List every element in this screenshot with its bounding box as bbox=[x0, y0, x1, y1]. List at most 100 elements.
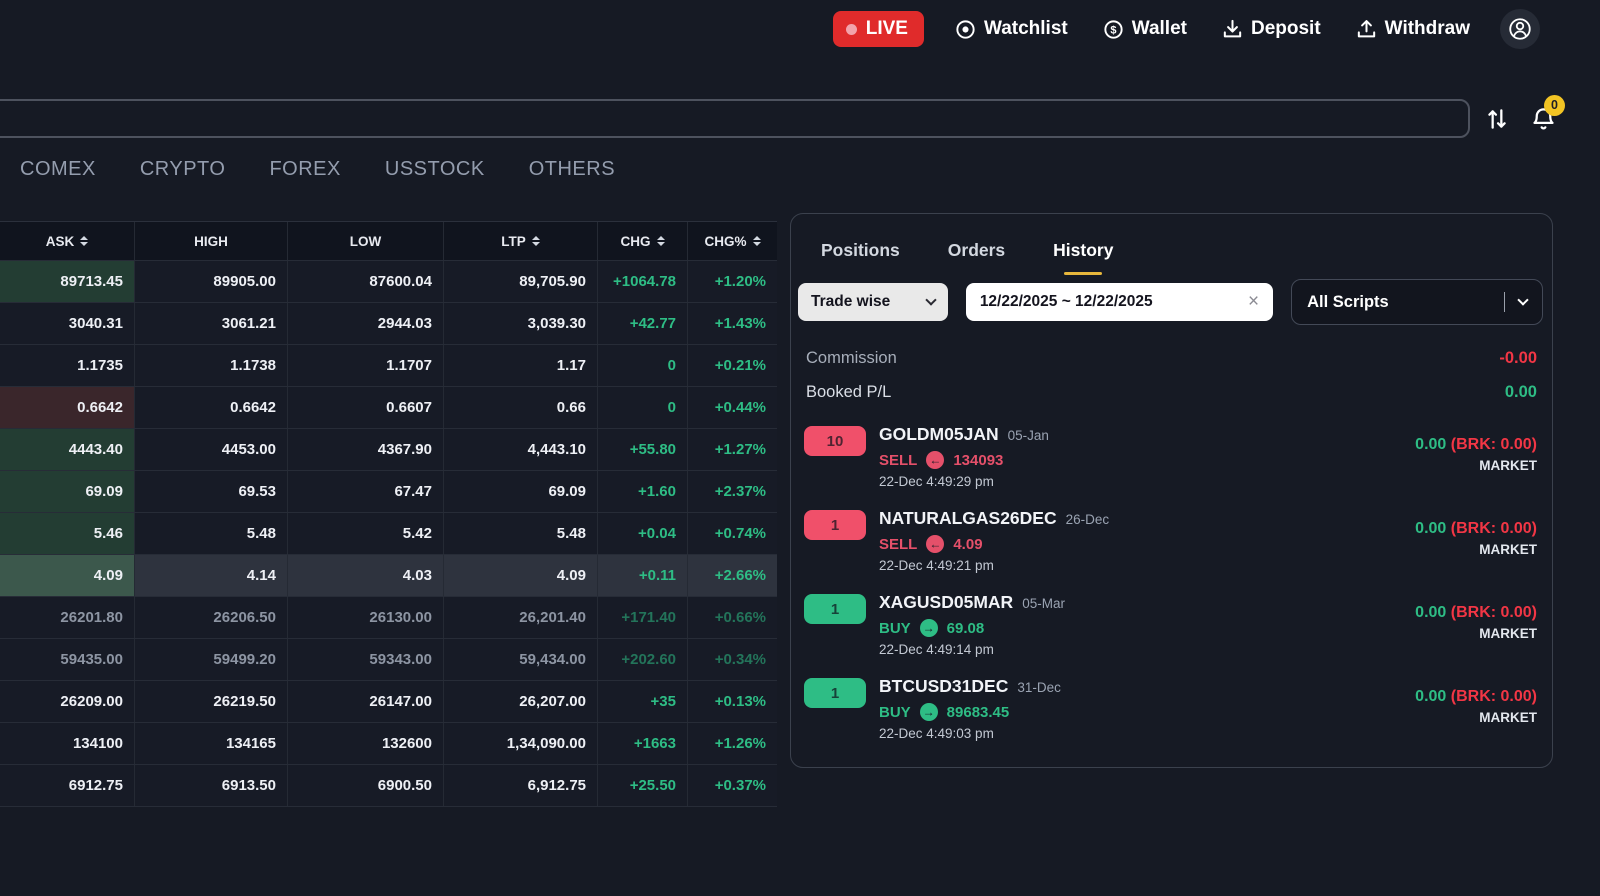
nav-label: Watchlist bbox=[983, 18, 1068, 39]
trade-pl-value: 0.00 bbox=[1415, 688, 1447, 705]
all-scripts-select[interactable]: All Scripts bbox=[1291, 279, 1543, 325]
trade-info: GOLDM05JAN 05-Jan SELL ← 134093 22-Dec 4:49:2… bbox=[879, 424, 1049, 489]
table-row[interactable]: 0.6642 0.6642 0.6607 0.66 0 +0.44% bbox=[0, 387, 777, 429]
trade-pl-value: 0.00 bbox=[1415, 520, 1447, 537]
cell-chg: +55.80 bbox=[598, 429, 688, 470]
date-range-input[interactable]: 12/22/2025 ~ 12/22/2025 × bbox=[965, 283, 1274, 321]
cell-low: 5.42 bbox=[288, 513, 444, 554]
market-tab-comex[interactable]: COMEX bbox=[20, 158, 96, 180]
notifications-button[interactable]: 0 bbox=[1530, 94, 1565, 133]
market-tabs: COMEX CRYPTO FOREX USSTOCK OTHERS bbox=[20, 158, 615, 181]
trade-history-item[interactable]: 1 BTCUSD31DEC 31-Dec BUY → 89683.45 22-Dec 4:4… bbox=[804, 667, 1537, 751]
column-label: HIGH bbox=[194, 233, 228, 249]
column-header-chgp[interactable]: CHG% bbox=[688, 222, 777, 260]
table-row[interactable]: 26201.80 26206.50 26130.00 26,201.40 +171.40… bbox=[0, 597, 777, 639]
trade-timestamp: 22-Dec 4:49:03 pm bbox=[879, 726, 994, 741]
trade-history-item[interactable]: 10 GOLDM05JAN 05-Jan SELL ← 134093 22-Dec 4:49… bbox=[804, 415, 1537, 499]
cell-ask: 4443.40 bbox=[0, 429, 135, 470]
cell-low: 59343.00 bbox=[288, 639, 444, 680]
nav-wallet-button[interactable]: $ Wallet bbox=[1102, 18, 1187, 41]
column-header-ltp[interactable]: LTP bbox=[444, 222, 598, 260]
cell-ask: 26209.00 bbox=[0, 681, 135, 722]
tab-history[interactable]: History bbox=[1053, 240, 1113, 275]
table-row[interactable]: 134100 134165 132600 1,34,090.00 +1663 +1.26% bbox=[0, 723, 777, 765]
table-row[interactable]: 3040.31 3061.21 2944.03 3,039.30 +42.77 +1.43… bbox=[0, 303, 777, 345]
nav-label: Deposit bbox=[1250, 18, 1321, 39]
tab-positions[interactable]: Positions bbox=[821, 240, 900, 260]
cell-chg: +42.77 bbox=[598, 303, 688, 344]
table-row[interactable]: 5.46 5.48 5.42 5.48 +0.04 +0.74% bbox=[0, 513, 777, 555]
cell-high: 26219.50 bbox=[135, 681, 288, 722]
arrow-left-circle-icon: ← bbox=[926, 535, 945, 553]
wallet-icon: $ bbox=[1102, 18, 1125, 41]
close-icon[interactable]: × bbox=[1248, 291, 1260, 312]
cell-ask: 5.46 bbox=[0, 513, 135, 554]
cell-ask: 69.09 bbox=[0, 471, 135, 512]
market-tab-usstock[interactable]: USSTOCK bbox=[384, 158, 485, 180]
search-input[interactable] bbox=[0, 101, 1468, 136]
quantity-badge: 1 bbox=[804, 678, 866, 708]
market-tab-forex[interactable]: FOREX bbox=[269, 158, 341, 180]
cell-ask: 4.09 bbox=[0, 555, 135, 596]
topbar-nav: Watchlist $ Wallet Deposit Withdraw bbox=[954, 18, 1470, 41]
summary-label: Booked P/L bbox=[806, 382, 892, 401]
cell-chgp: +1.26% bbox=[714, 735, 766, 752]
tab-orders[interactable]: Orders bbox=[947, 240, 1006, 260]
nav-deposit-button[interactable]: Deposit bbox=[1221, 18, 1321, 41]
trade-brokerage: (BRK: 0.00) bbox=[1450, 604, 1537, 621]
arrow-right-circle-icon: → bbox=[919, 703, 938, 721]
trade-side: BUY bbox=[879, 703, 911, 721]
column-label: ASK bbox=[45, 233, 75, 249]
nav-watchlist-button[interactable]: Watchlist bbox=[954, 18, 1068, 41]
table-row[interactable]: 4.09 4.14 4.03 4.09 +0.11 +2.66% bbox=[0, 555, 777, 597]
summary-label: Commission bbox=[806, 348, 897, 367]
cell-ltp: 89,705.90 bbox=[444, 261, 598, 302]
cell-high: 26206.50 bbox=[135, 597, 288, 638]
column-header-high: HIGH bbox=[135, 222, 288, 260]
sort-transfer-button[interactable] bbox=[1484, 106, 1510, 132]
column-header-ask[interactable]: ASK bbox=[0, 222, 135, 260]
nav-withdraw-button[interactable]: Withdraw bbox=[1355, 18, 1470, 41]
cell-low: 67.47 bbox=[288, 471, 444, 512]
withdraw-icon bbox=[1355, 18, 1378, 41]
cell-ask: 26201.80 bbox=[0, 597, 135, 638]
table-row[interactable]: 89713.45 89905.00 87600.04 89,705.90 +1064.7… bbox=[0, 261, 777, 303]
svg-text:$: $ bbox=[1110, 24, 1116, 36]
cell-chgp: +1.20% bbox=[714, 273, 766, 290]
table-row[interactable]: 59435.00 59499.20 59343.00 59,434.00 +202.60… bbox=[0, 639, 777, 681]
cell-high: 0.6642 bbox=[135, 387, 288, 428]
sort-icon bbox=[656, 236, 665, 246]
summary-value: -0.00 bbox=[1499, 348, 1537, 367]
cell-ltp: 6,912.75 bbox=[444, 765, 598, 806]
cell-chgp: +0.13% bbox=[714, 693, 766, 710]
market-tab-others[interactable]: OTHERS bbox=[528, 158, 616, 180]
cell-low: 4367.90 bbox=[288, 429, 444, 470]
deposit-icon bbox=[1221, 18, 1244, 41]
summary-value: 0.00 bbox=[1504, 382, 1537, 401]
table-row[interactable]: 6912.75 6913.50 6900.50 6,912.75 +25.50 +0.37… bbox=[0, 765, 777, 807]
trade-brokerage: (BRK: 0.00) bbox=[1450, 688, 1537, 705]
trade-expiry: 05-Jan bbox=[1007, 428, 1049, 443]
table-row[interactable]: 1.1735 1.1738 1.1707 1.17 0 +0.21% bbox=[0, 345, 777, 387]
profile-button[interactable] bbox=[1500, 9, 1540, 49]
trade-history-item[interactable]: 1 NATURALGAS26DEC 26-Dec SELL ← 4.09 22-Dec 4:… bbox=[804, 499, 1537, 583]
cell-high: 4.14 bbox=[135, 555, 288, 596]
cell-ask: 59435.00 bbox=[0, 639, 135, 680]
chevron-down-icon bbox=[1517, 294, 1529, 306]
trade-price: 69.08 bbox=[946, 619, 985, 637]
cell-chg: +1663 bbox=[598, 723, 688, 764]
cell-ltp: 3,039.30 bbox=[444, 303, 598, 344]
trade-wise-select[interactable]: Trade wise bbox=[798, 283, 948, 321]
cell-chgp: +1.27% bbox=[714, 441, 766, 458]
trade-result: 0.00 (BRK: 0.00) MARKET bbox=[1415, 604, 1537, 641]
column-header-chg[interactable]: CHG bbox=[598, 222, 688, 260]
cell-chgp: +0.44% bbox=[714, 399, 766, 416]
quantity-badge: 1 bbox=[804, 594, 866, 624]
cell-low: 87600.04 bbox=[288, 261, 444, 302]
market-tab-crypto[interactable]: CRYPTO bbox=[139, 158, 226, 180]
table-row[interactable]: 69.09 69.53 67.47 69.09 +1.60 +2.37% bbox=[0, 471, 777, 513]
table-row[interactable]: 4443.40 4453.00 4367.90 4,443.10 +55.80 +1.27… bbox=[0, 429, 777, 471]
column-label: LTP bbox=[501, 233, 526, 249]
trade-history-item[interactable]: 1 XAGUSD05MAR 05-Mar BUY → 69.08 22-Dec 4:49:1… bbox=[804, 583, 1537, 667]
table-row[interactable]: 26209.00 26219.50 26147.00 26,207.00 +35 +0.1… bbox=[0, 681, 777, 723]
